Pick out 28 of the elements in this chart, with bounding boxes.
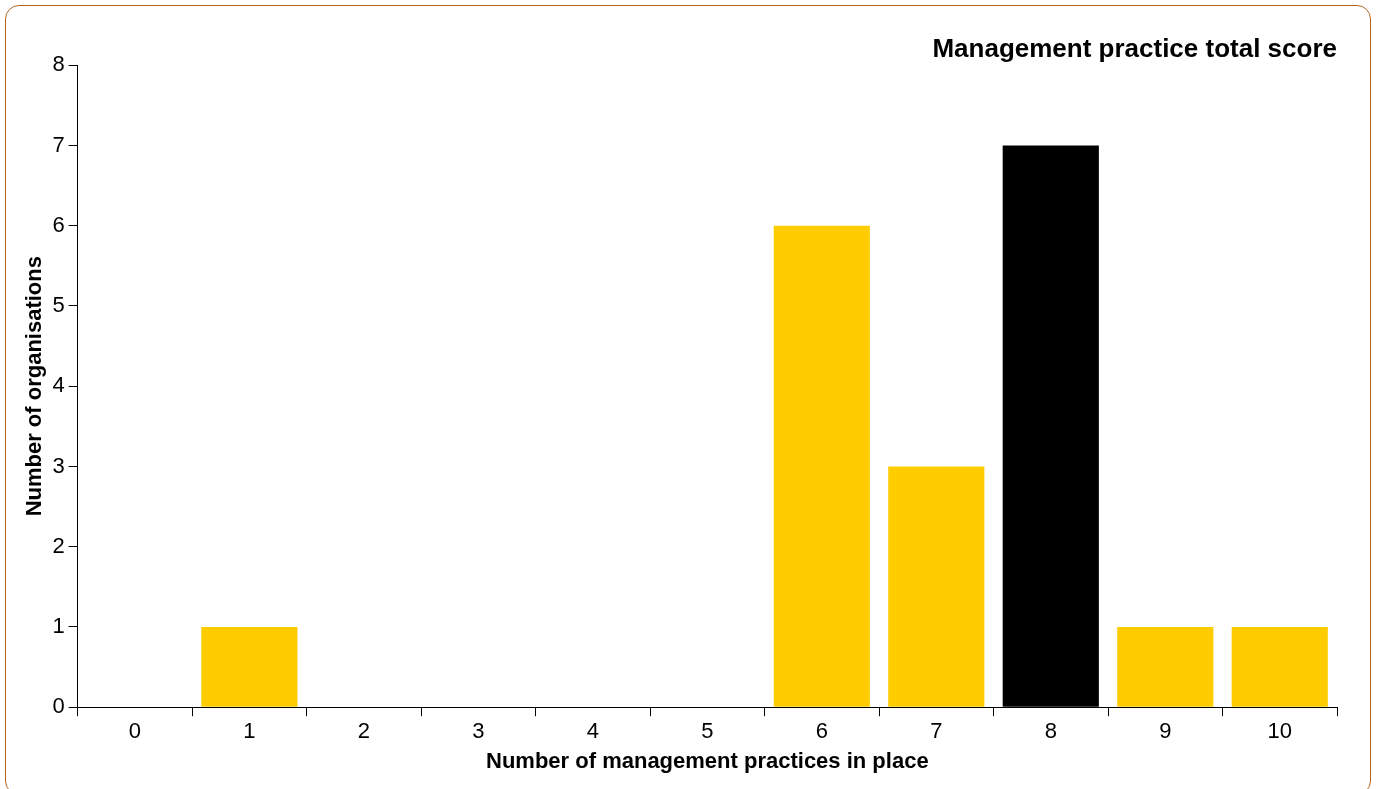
x-tick-label: 10 — [1267, 718, 1292, 744]
y-tick-label: 4 — [52, 372, 65, 398]
bar — [773, 225, 870, 707]
x-tick-label: 2 — [357, 718, 370, 744]
y-tick-label: 2 — [52, 532, 65, 558]
x-tick-label: 3 — [472, 718, 485, 744]
x-tick-label: 9 — [1159, 718, 1172, 744]
bar — [888, 466, 985, 707]
y-tick-label: 5 — [52, 292, 65, 318]
x-tick-label: 8 — [1044, 718, 1057, 744]
bar — [1117, 626, 1214, 707]
y-tick-label: 0 — [52, 693, 65, 719]
y-tick-label: 1 — [52, 613, 65, 639]
x-tick-label: 5 — [701, 718, 714, 744]
y-tick-label: 6 — [52, 211, 65, 237]
bar — [1231, 626, 1328, 707]
bar — [201, 626, 298, 707]
y-axis-title: Number of organisations — [21, 256, 47, 517]
x-tick-label: 4 — [586, 718, 599, 744]
chart-title: Management practice total score — [932, 32, 1337, 63]
y-tick-label: 8 — [52, 51, 65, 77]
x-tick-label: 0 — [128, 718, 141, 744]
x-tick-label: 7 — [930, 718, 943, 744]
y-tick-label: 3 — [52, 452, 65, 478]
y-tick-label: 7 — [52, 131, 65, 157]
x-tick-label: 1 — [243, 718, 256, 744]
x-axis-title: Number of management practices in place — [486, 747, 929, 773]
x-tick-label: 6 — [815, 718, 828, 744]
